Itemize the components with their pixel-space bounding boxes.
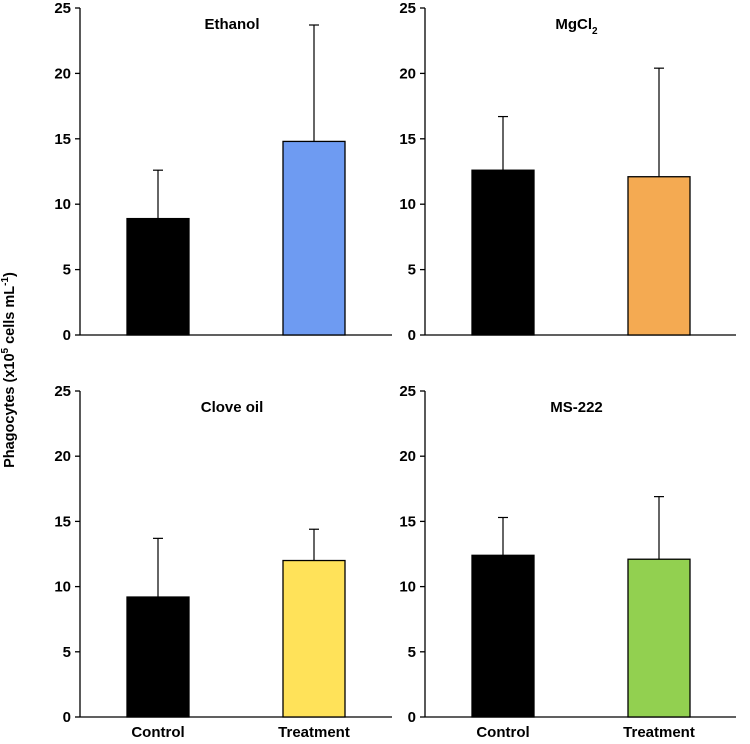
panel-2: 0 5 10 15 20 25 MgCl2 [399,0,736,344]
panel-title-main: Ethanol [205,16,260,33]
bar-control [126,217,190,336]
y-tick-label: 0 [63,709,71,726]
panel-title: MgCl2 [555,16,598,37]
y-tick-label: 25 [54,383,71,400]
bar-control [471,554,535,718]
bar-control [126,596,190,718]
panel-title: Ethanol [205,16,260,33]
panel-title-main: Clove oil [201,399,264,416]
y-axis-label-exp2: -1 [0,277,11,286]
y-tick-label: 25 [399,0,416,17]
panel-title: Clove oil [201,399,264,416]
y-tick-label: 20 [54,65,71,82]
y-tick-label: 10 [54,196,71,213]
bar-treatment [627,176,691,336]
panel-title-main: MS-222 [550,399,603,416]
y-tick-label: 15 [399,131,416,148]
y-tick-label: 15 [54,513,71,530]
y-tick-label: 0 [408,327,416,344]
y-tick-label: 20 [399,65,416,82]
panel-4: 0 5 10 15 20 25 MS-222 Control Treatment [399,383,736,741]
y-tick-label: 5 [63,262,71,279]
category-label: Treatment [623,724,695,741]
panel-3: 0 5 10 15 20 25 Clove oil Control Treatment [54,383,392,741]
panels: 0510152025Ethanol0510152025MgCl205101520… [54,0,736,741]
category-label: Control [476,724,529,741]
y-tick-label: 15 [54,131,71,148]
panel-title-main: MgCl [555,16,592,33]
category-label: Control [131,724,184,741]
y-axis-label-middle: cells mL [2,286,18,348]
y-axis-label-exp1: 5 [0,347,11,353]
category-label: Treatment [278,724,350,741]
y-tick-label: 5 [408,262,416,279]
y-tick-label: 5 [63,644,71,661]
y-tick-label: 20 [399,448,416,465]
y-tick-label: 25 [399,383,416,400]
y-tick-label: 20 [54,448,71,465]
panel-title-subscript: 2 [592,26,598,37]
bar-control [471,169,535,336]
y-tick-label: 15 [399,513,416,530]
y-tick-label: 0 [63,327,71,344]
bar-treatment [282,559,346,718]
bar-treatment [282,140,346,336]
y-axis-label-prefix: Phagocytes (x10 [2,353,18,467]
y-axis-label: Phagocytes (x105 cells mL-1) [0,272,18,468]
y-tick-label: 25 [54,0,71,17]
y-tick-label: 10 [399,196,416,213]
y-tick-label: 10 [54,579,71,596]
panel-title: MS-222 [550,399,603,416]
y-tick-label: 10 [399,579,416,596]
bar-treatment [627,558,691,718]
panel-1: 0 5 10 15 20 25 Ethanol [54,0,392,344]
y-tick-label: 5 [408,644,416,661]
y-axis-label-suffix: ) [2,272,18,277]
y-tick-label: 0 [408,709,416,726]
